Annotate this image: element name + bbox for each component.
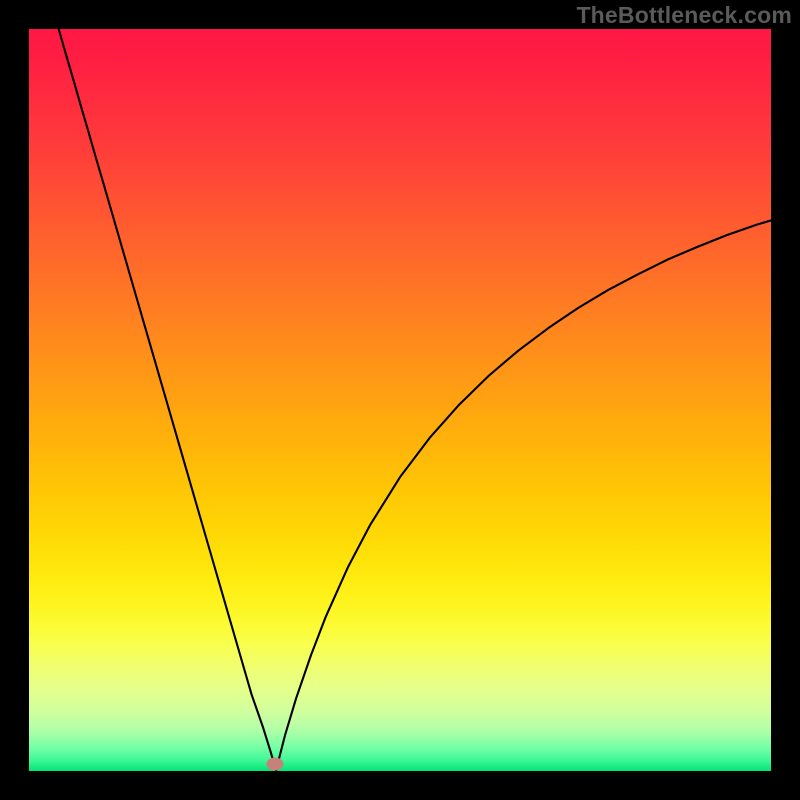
- plot-area: [29, 29, 771, 771]
- curve-path: [59, 29, 771, 771]
- bottleneck-curve: [29, 29, 771, 771]
- chart-frame: TheBottleneck.com: [0, 0, 800, 800]
- optimum-marker: [267, 758, 284, 771]
- watermark-text: TheBottleneck.com: [576, 2, 792, 29]
